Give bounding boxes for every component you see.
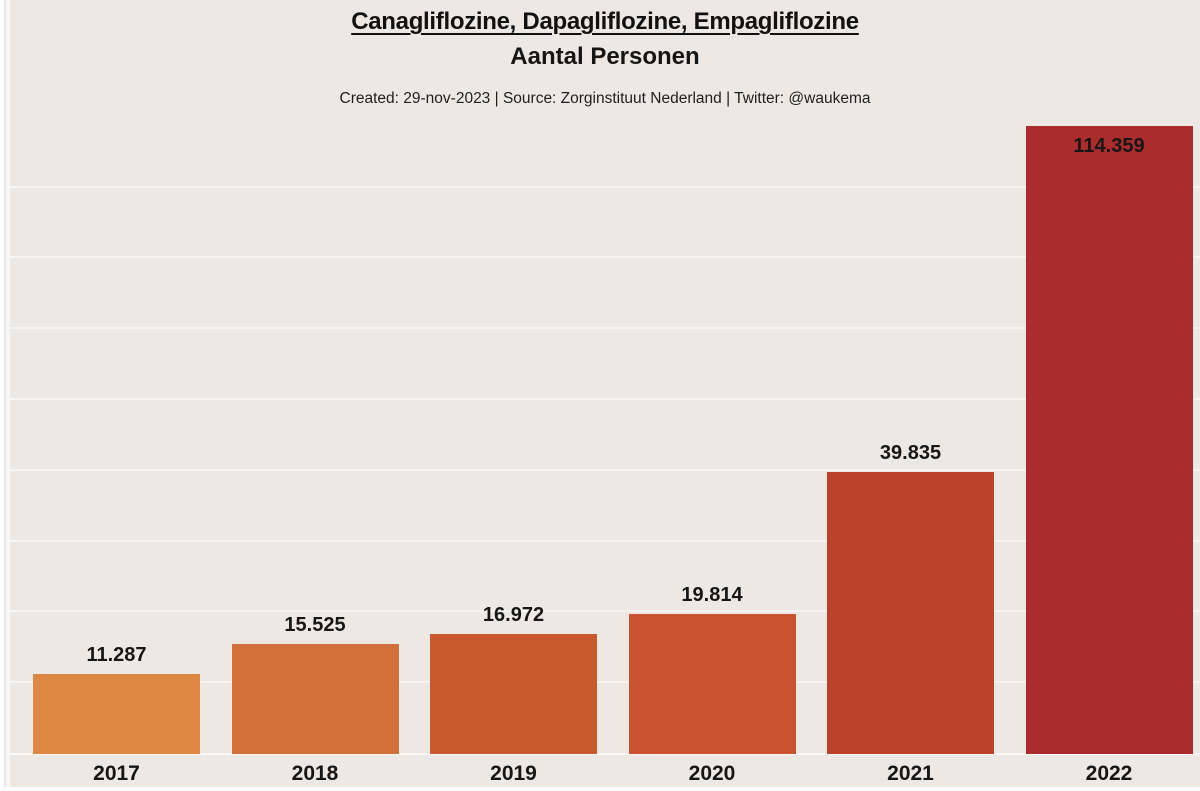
bar-value-label-2017: 11.287 bbox=[86, 644, 147, 667]
x-axis-label-2017: 2017 bbox=[93, 762, 140, 785]
gridline bbox=[10, 327, 1200, 330]
bar-2018[interactable]: 15.525 2018 bbox=[231, 614, 399, 785]
gridline bbox=[10, 681, 1200, 684]
chart-title: Canagliflozine, Dapagliflozine, Empaglif… bbox=[351, 8, 859, 35]
bar-2019[interactable]: 16.972 2019 bbox=[430, 604, 597, 785]
gridline bbox=[10, 185, 1200, 188]
x-axis-label-2021: 2021 bbox=[887, 762, 934, 785]
x-axis-label-2018: 2018 bbox=[291, 762, 339, 785]
x-axis-label-2020: 2020 bbox=[688, 762, 736, 785]
chart-caption: Created: 29-nov-2023 | Source: Zorginsti… bbox=[339, 90, 871, 107]
bar-value-label-2020: 19.814 bbox=[681, 583, 743, 606]
gridline bbox=[10, 610, 1200, 613]
bar-2017[interactable]: 11.287 2017 bbox=[33, 644, 200, 785]
chart-header: Canagliflozine, Dapagliflozine, Empaglif… bbox=[10, 8, 1200, 108]
bar-value-label-2018: 15.525 bbox=[284, 614, 346, 637]
plot-area: 11.287 2017 15.525 2018 16.972 2019 19.814 2020… bbox=[10, 126, 1200, 785]
gridline bbox=[10, 256, 1200, 259]
left-scrollbar[interactable] bbox=[0, 0, 10, 791]
bar-value-label-2021: 39.835 bbox=[879, 441, 942, 464]
x-axis-baseline bbox=[10, 753, 1200, 755]
x-axis-label-2022: 2022 bbox=[1085, 762, 1133, 785]
bar-2020[interactable]: 19.814 2020 bbox=[628, 584, 796, 785]
gridline bbox=[10, 468, 1200, 471]
bar-value-label-2022: 114.359 bbox=[1073, 135, 1145, 157]
bar-value-label-2019: 16.972 bbox=[482, 603, 545, 626]
bar-2021[interactable]: 39.835 2021 bbox=[827, 442, 994, 785]
bar-2022[interactable]: 114.359 2022 bbox=[1025, 126, 1193, 785]
gridline bbox=[10, 539, 1200, 542]
chart-subtitle: Aantal Personen bbox=[510, 43, 700, 70]
x-axis-label-2019: 2019 bbox=[490, 762, 537, 785]
bottom-edge bbox=[0, 787, 1200, 791]
gridline bbox=[10, 398, 1200, 400]
